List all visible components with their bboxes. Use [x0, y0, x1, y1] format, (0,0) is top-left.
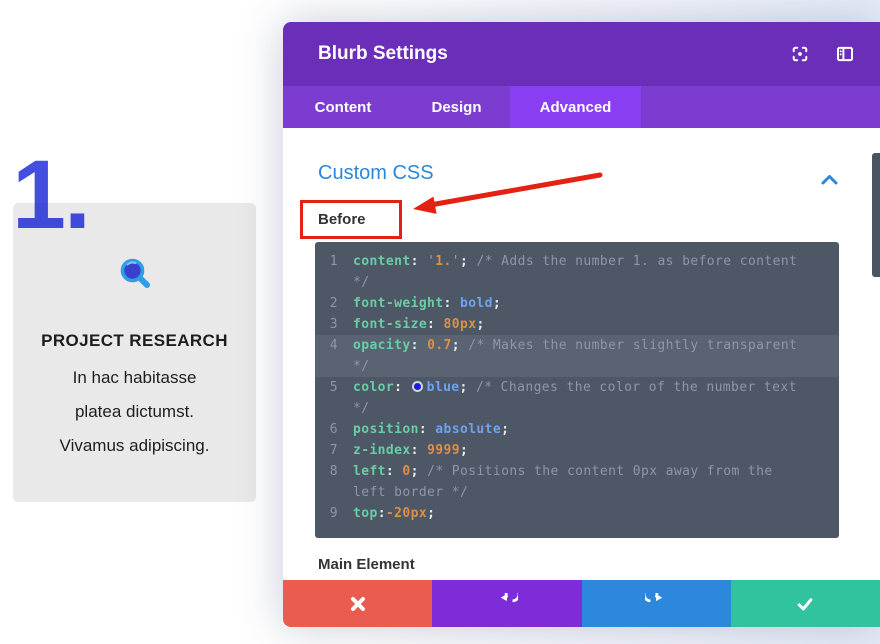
before-css-code-editor[interactable]: 1 content: '1.'; /* Adds the number 1. as… — [315, 242, 839, 538]
line-number — [315, 356, 345, 377]
modal-footer — [283, 580, 880, 627]
modal-title: Blurb Settings — [318, 43, 448, 64]
before-field-highlight-box: Before — [300, 200, 402, 239]
blurb-card: PROJECT RESEARCH In hac habitasse platea… — [13, 203, 256, 502]
blue-color-swatch-icon[interactable] — [411, 381, 423, 392]
line-number: 9 — [329, 506, 338, 521]
undo-icon — [500, 592, 518, 602]
main-element-field-label: Main Element — [318, 556, 415, 573]
line-number — [315, 482, 345, 503]
line-number: 7 — [329, 443, 338, 458]
advanced-tab-panel: Custom CSS Before 1 content: '1.'; /* Add… — [283, 128, 880, 580]
code-row: 6 position: absolute; — [315, 419, 839, 440]
line-number: 1 — [329, 254, 338, 269]
check-icon — [798, 597, 813, 610]
blurb-body-line: platea dictumst. — [74, 402, 195, 421]
code-row: 3 font-size: 80px; — [315, 314, 839, 335]
line-number: 2 — [329, 296, 338, 311]
code-row: 7 z-index: 9999; — [315, 440, 839, 461]
code-row: */ — [315, 272, 839, 293]
before-field-label: Before — [318, 211, 366, 228]
line-number: 8 — [329, 464, 338, 479]
tab-design[interactable]: Design — [431, 98, 482, 116]
code-row: */ — [315, 356, 839, 377]
expand-icon[interactable] — [791, 45, 809, 63]
code-row: 2 font-weight: bold; — [315, 293, 839, 314]
panel-layout-icon[interactable] — [836, 45, 854, 63]
before-pseudo-number: 1. — [12, 140, 91, 249]
tab-bar: Content Design Advanced — [283, 86, 880, 128]
redo-button[interactable] — [581, 580, 731, 627]
modal-scrollbar-thumb[interactable] — [872, 153, 880, 277]
tab-advanced[interactable]: Advanced — [510, 86, 641, 128]
code-row: 8 left: 0; /* Positions the content 0px a… — [315, 461, 839, 482]
chevron-up-icon[interactable] — [821, 174, 838, 185]
undo-button[interactable] — [432, 580, 582, 627]
line-number: 4 — [329, 338, 338, 353]
code-row: left border */ — [315, 482, 839, 503]
code-row: 5 color: blue; /* Changes the color of th… — [315, 377, 839, 398]
blurb-body: In hac habitasse platea dictumst. Vivamu… — [13, 361, 256, 463]
code-row: */ — [315, 398, 839, 419]
line-number — [315, 398, 345, 419]
line-number: 6 — [329, 422, 338, 437]
code-row: 1 content: '1.'; /* Adds the number 1. as… — [315, 251, 839, 272]
x-icon — [350, 596, 365, 611]
blurb-body-line: Vivamus adipiscing. — [59, 436, 210, 455]
line-number: 5 — [329, 380, 338, 395]
line-number: 3 — [329, 317, 338, 332]
redo-icon — [645, 592, 663, 602]
custom-css-section-title: Custom CSS — [318, 162, 434, 184]
tab-content[interactable]: Content — [314, 98, 372, 116]
blurb-settings-modal: Blurb Settings Content Design Advanced — [283, 22, 880, 627]
modal-header-actions — [791, 45, 854, 63]
modal-header: Blurb Settings — [283, 22, 880, 86]
blurb-title: PROJECT RESEARCH — [41, 331, 228, 350]
code-row: 4 opacity: 0.7; /* Makes the number sligh… — [315, 335, 839, 356]
line-number — [315, 272, 345, 293]
cancel-button[interactable] — [283, 580, 433, 627]
magnifier-icon — [120, 258, 150, 288]
code-rows: 1 content: '1.'; /* Adds the number 1. as… — [315, 251, 839, 524]
code-row: 9 top:-20px; — [315, 503, 839, 524]
save-button[interactable] — [730, 580, 880, 627]
blurb-body-line: In hac habitasse — [72, 368, 197, 387]
annotation-arrow — [413, 172, 603, 214]
